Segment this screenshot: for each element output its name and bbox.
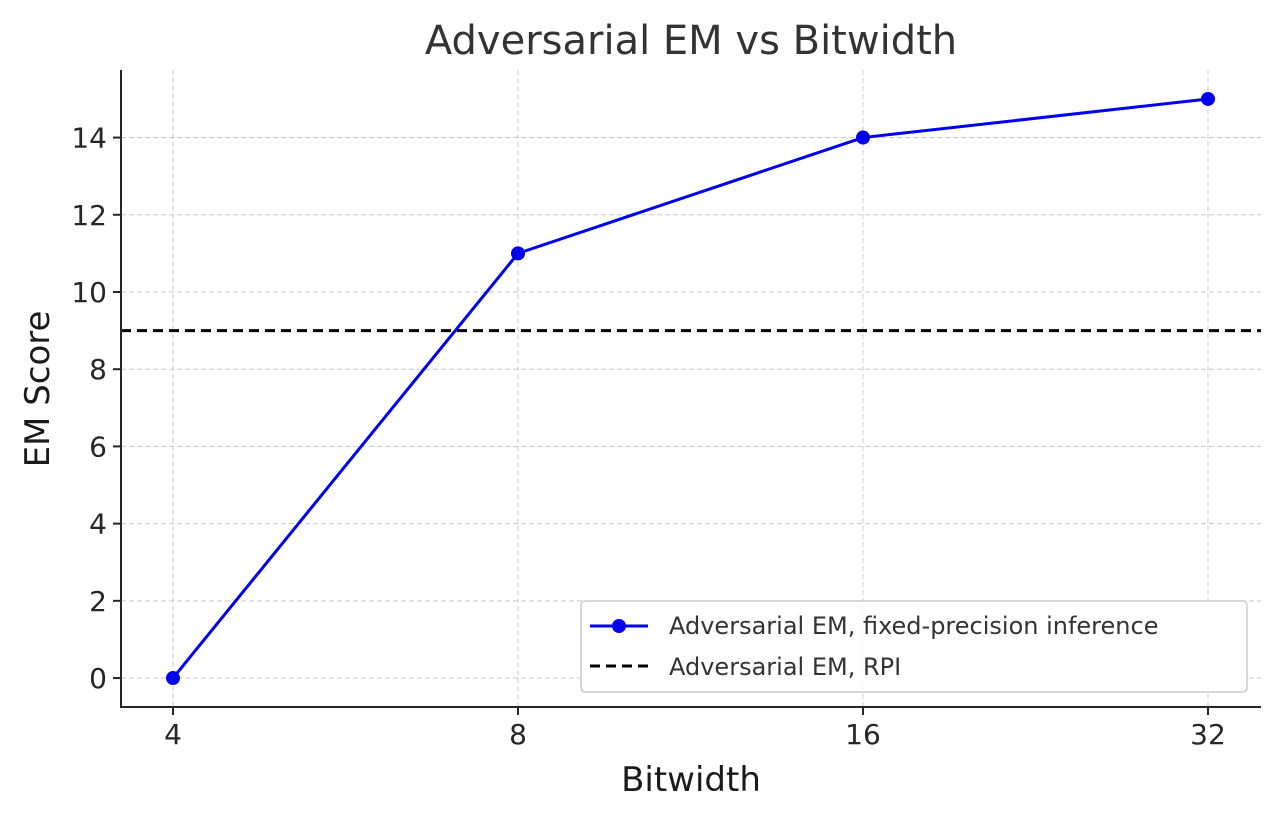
x-tick-label-4: 4: [164, 718, 182, 751]
y-tick-label-8: 8: [89, 353, 107, 386]
y-tick-label-0: 0: [89, 662, 107, 695]
series-group: [166, 91, 1215, 686]
y-axis-title: EM Score: [18, 311, 58, 468]
y-tick-label-10: 10: [71, 276, 107, 309]
legend-series-marker-swatch: [612, 619, 626, 633]
legend-entry-rpi: Adversarial EM, RPI: [669, 653, 901, 681]
legend-box: [580, 600, 1248, 693]
chart-title: Adversarial EM vs Bitwidth: [425, 18, 957, 64]
x-ticks: 4 8 16 32: [164, 707, 1226, 751]
data-point-8: [511, 246, 525, 261]
x-tick-label-32: 32: [1190, 718, 1226, 751]
x-tick-label-16: 16: [845, 718, 881, 751]
legend-entry-fixed-precision: Adversarial EM, fixed-precision inferenc…: [669, 612, 1158, 640]
series-line-0: [171, 97, 1209, 679]
x-tick-label-8: 8: [509, 718, 527, 751]
y-tick-label-14: 14: [71, 122, 107, 155]
data-point-4: [166, 671, 180, 686]
data-point-32: [1201, 91, 1215, 106]
legend: Adversarial EM, fixed-precision inferenc…: [580, 600, 1248, 693]
y-tick-label-2: 2: [89, 585, 107, 618]
y-tick-label-4: 4: [89, 508, 107, 541]
data-point-16: [856, 130, 870, 145]
y-tick-label-6: 6: [89, 430, 107, 463]
y-ticks: 0 2 4 6 8 10 12 14: [71, 122, 121, 695]
y-tick-label-12: 12: [71, 199, 107, 232]
x-axis-title: Bitwidth: [621, 760, 761, 800]
